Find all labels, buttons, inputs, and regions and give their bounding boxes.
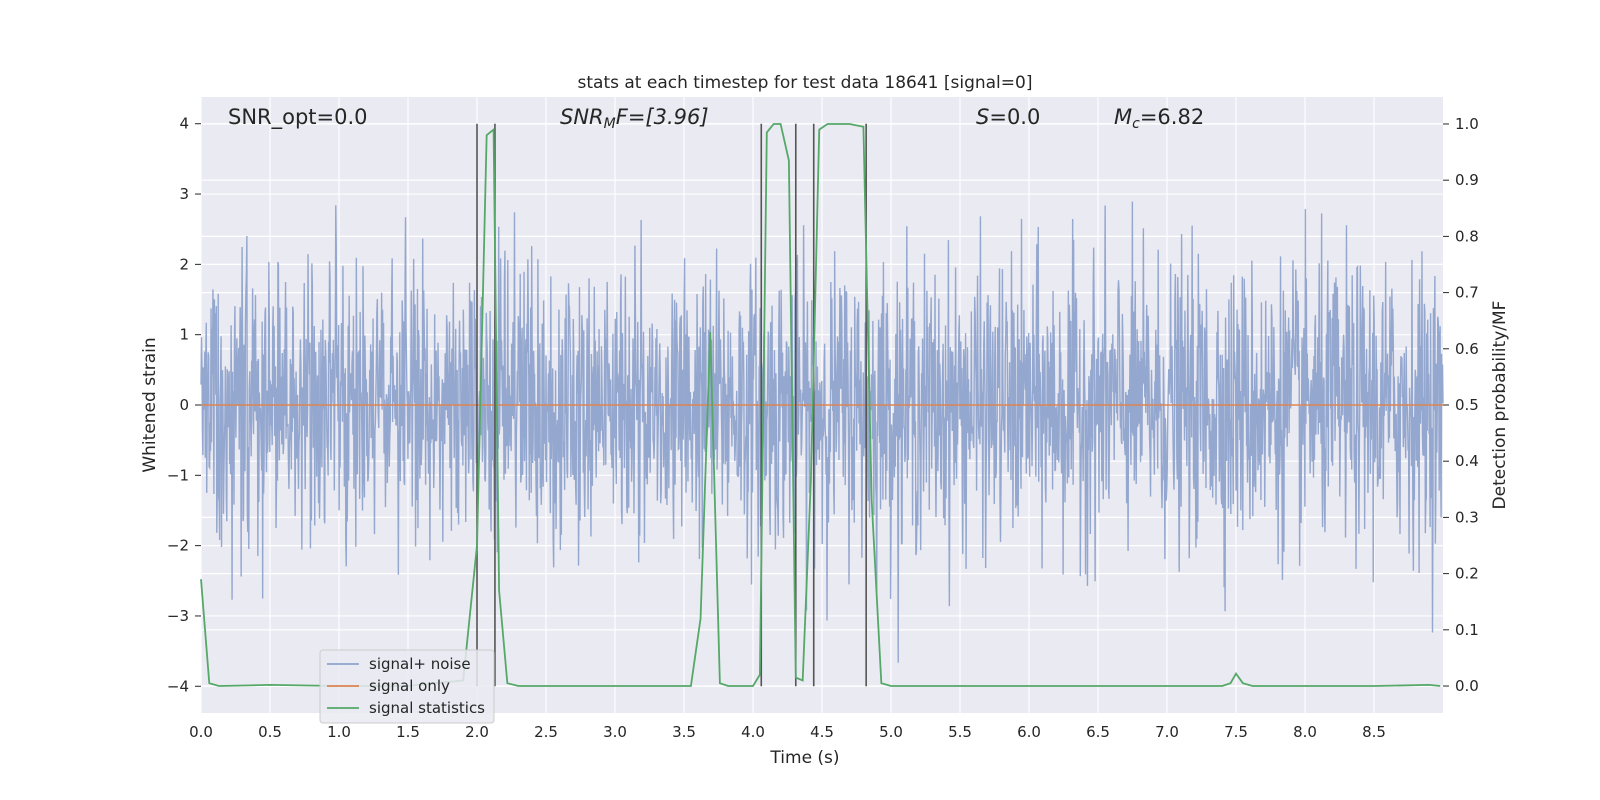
- y-right-tick-label: 0.3: [1455, 508, 1479, 526]
- y-right-tick-label: 0.7: [1455, 284, 1479, 302]
- legend-label-signal-only: signal only: [369, 677, 450, 695]
- x-tick-label: 0.0: [189, 723, 213, 741]
- series-line-signal-statistics: [200, 123, 1441, 687]
- x-tick-label: 5.0: [879, 723, 903, 741]
- x-tick-label: 6.5: [1086, 723, 1110, 741]
- y-left-tick-label: −2: [167, 537, 189, 555]
- legend-label-signal-statistics: signal statistics: [369, 699, 485, 717]
- y-right-tick-label: 0.2: [1455, 565, 1479, 583]
- x-tick-label: 8.0: [1293, 723, 1317, 741]
- legend-frame: [319, 649, 495, 724]
- x-axis-label: Time (s): [769, 748, 839, 768]
- legend: signal+ noise signal only signal statist…: [319, 649, 495, 724]
- annotation-snr-mf: SNRMF=[3.96]: [560, 105, 709, 132]
- legend-label-signal-plus-noise: signal+ noise: [369, 655, 471, 673]
- y-left-tick-label: 3: [179, 185, 189, 203]
- annotation-mc: Mc=6.82: [1114, 105, 1204, 132]
- x-tick-label: 8.5: [1362, 723, 1386, 741]
- x-tick-label: 2.0: [465, 723, 489, 741]
- y-left-tick-label: 4: [179, 115, 189, 133]
- series-line-signal-plus-noise: [200, 201, 1444, 663]
- y-left-tick-label: −3: [167, 607, 189, 625]
- x-tick-label: 3.0: [603, 723, 627, 741]
- y-right-tick-label: 0.4: [1455, 452, 1479, 470]
- x-tick-label: 7.5: [1224, 723, 1248, 741]
- x-tick-label: 5.5: [948, 723, 972, 741]
- x-tick-label: 7.0: [1155, 723, 1179, 741]
- x-tick-label: 4.0: [741, 723, 765, 741]
- annotation-s: S=0.0: [976, 105, 1040, 129]
- x-tick-label: 0.5: [258, 723, 282, 741]
- y-right-tick-label: 0.1: [1455, 621, 1479, 639]
- x-tick-label: 1.5: [396, 723, 420, 741]
- y-right-tick-label: 1.0: [1455, 115, 1479, 133]
- x-tick-label: 4.5: [810, 723, 834, 741]
- x-tick-label: 6.0: [1017, 723, 1041, 741]
- x-tick-label: 1.0: [327, 723, 351, 741]
- series-signal-statistics: [200, 123, 1441, 687]
- y-left-tick-label: 2: [179, 255, 189, 273]
- y-right-tick-label: 0.9: [1455, 171, 1479, 189]
- y-right-tick-label: 0.5: [1455, 396, 1479, 414]
- y-left-tick-label: 1: [179, 326, 189, 344]
- x-tick-label: 3.5: [672, 723, 696, 741]
- series-signal-plus-noise: [200, 201, 1444, 663]
- y-left-axis-label: Whitened strain: [140, 337, 160, 472]
- y-right-tick-label: 0.0: [1455, 677, 1479, 695]
- y-right-axis-label: Detection probability/MF: [1490, 301, 1510, 510]
- y-right-tick-label: 0.6: [1455, 340, 1479, 358]
- y-left-tick-label: −1: [167, 466, 189, 484]
- annotation-snr-opt: SNR_opt=0.0: [228, 105, 368, 130]
- x-tick-label: 2.5: [534, 723, 558, 741]
- y-left-tick-label: −4: [167, 677, 189, 695]
- y-left-tick-label: 0: [179, 396, 189, 414]
- y-right-axis-ticks: 0.0 0.1 0.2 0.3 0.4 0.5 0.6 0.7 0.8 0.9 1.0: [1443, 115, 1479, 695]
- y-left-axis-ticks: −4 −3 −2 −1 0 1 2 3 4: [167, 115, 201, 695]
- x-axis-ticks: 0.0 0.5 1.0 1.5 2.0 2.5 3.0 3.5 4.0 4.5 5.0 5.5 6.0 6…: [189, 723, 1386, 741]
- y-right-tick-label: 0.8: [1455, 227, 1479, 245]
- chart-title: stats at each timestep for test data 186…: [578, 73, 1033, 93]
